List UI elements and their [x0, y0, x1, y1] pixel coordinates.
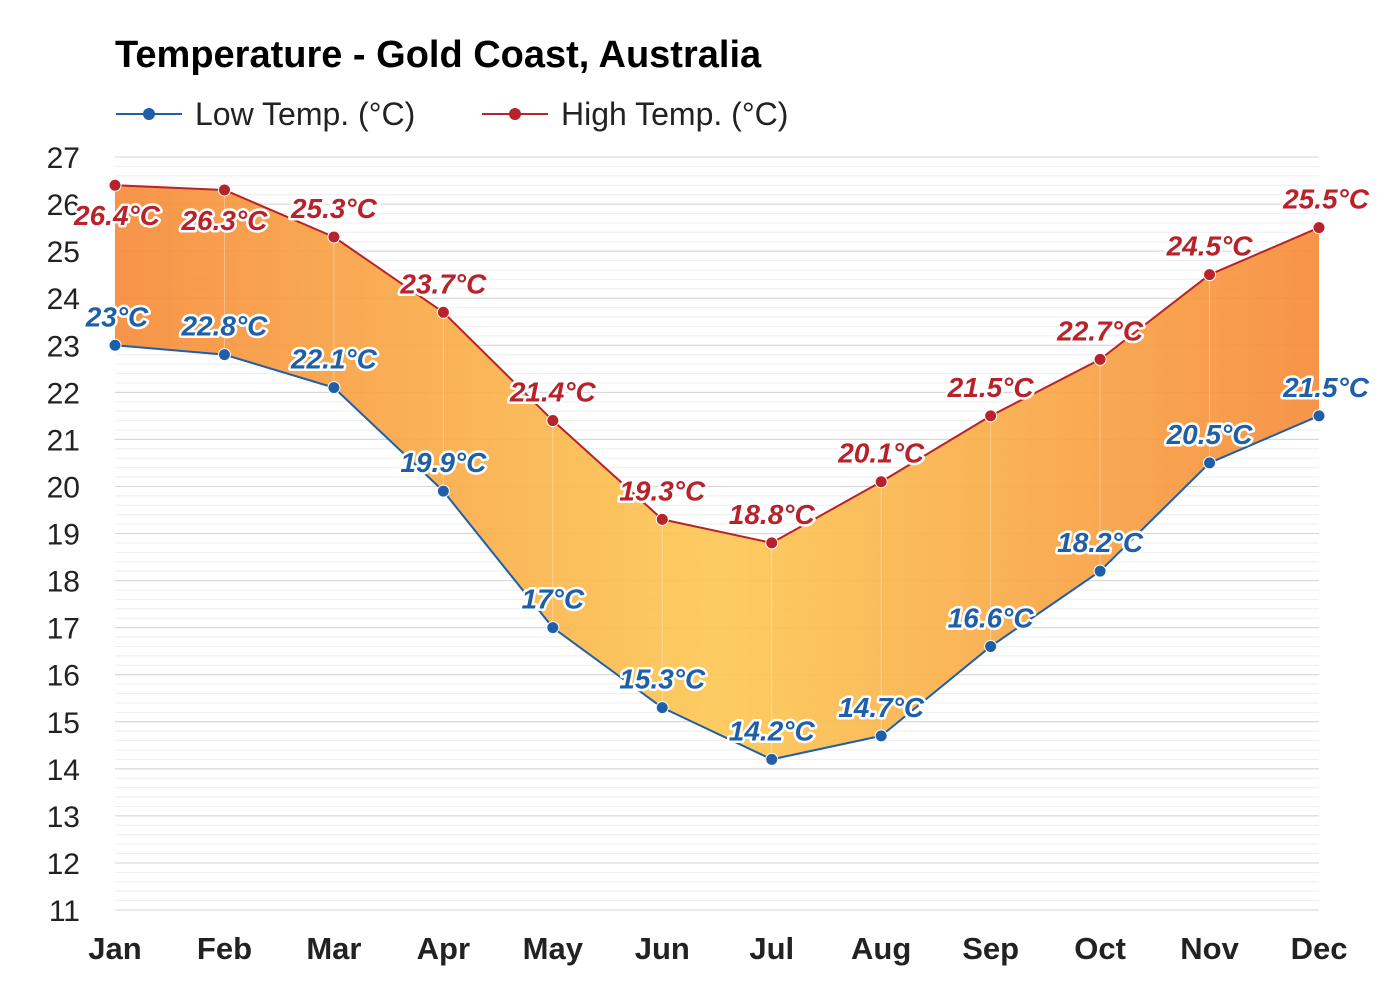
x-axis: Jan Feb Mar Apr May Jun Jul Aug Sep Oct Nov Dec — [88, 931, 1347, 966]
data-label-high: 26.4°C — [73, 200, 161, 231]
data-label-high: 21.4°C — [509, 377, 597, 408]
y-tick-label: 24 — [47, 283, 80, 316]
data-label-low: 23°C — [85, 301, 149, 332]
data-point-low[interactable] — [655, 701, 669, 715]
data-point-high[interactable] — [546, 414, 560, 428]
y-tick-label: 20 — [47, 471, 80, 504]
data-point-high[interactable] — [1093, 352, 1107, 366]
data-point-high[interactable] — [327, 230, 341, 244]
legend: Low Temp. (°C) High Temp. (°C) — [116, 96, 788, 132]
x-tick-label: Nov — [1180, 931, 1239, 966]
x-tick-label: May — [523, 931, 584, 966]
y-tick-label: 14 — [47, 754, 80, 787]
data-point-low[interactable] — [984, 639, 998, 653]
y-tick-label: 17 — [47, 613, 80, 646]
temperature-band — [115, 185, 1319, 760]
legend-item-high[interactable]: High Temp. (°C) — [482, 96, 788, 132]
data-point-low[interactable] — [765, 752, 779, 766]
data-point-high[interactable] — [108, 178, 122, 192]
data-point-high[interactable] — [1203, 268, 1217, 282]
x-tick-label: Apr — [417, 931, 470, 966]
data-point-low[interactable] — [874, 729, 888, 743]
data-label-high: 20.1°C — [837, 438, 925, 469]
y-tick-label: 22 — [47, 377, 80, 410]
y-tick-label: 27 — [47, 142, 80, 175]
data-point-high[interactable] — [765, 536, 779, 550]
x-tick-label: Jul — [749, 931, 794, 966]
data-label-low: 20.5°C — [1166, 419, 1254, 450]
data-labels: 23°C 22.8°C 22.1°C 19.9°C 17°C 15.3°C 14.2°C 14… — [71, 181, 1373, 749]
data-point-high[interactable] — [217, 183, 231, 197]
y-tick-label: 23 — [47, 330, 80, 363]
data-label-high: 24.5°C — [1166, 231, 1254, 262]
x-tick-label: Sep — [962, 931, 1019, 966]
y-tick-label: 21 — [47, 424, 80, 457]
series-line-high — [114, 184, 1320, 544]
data-label-low: 21.5°C — [1282, 372, 1370, 403]
series-lines — [114, 184, 1320, 761]
temperature-band-area — [115, 185, 1319, 760]
y-tick-label: 13 — [47, 801, 80, 834]
data-label-low: 22.8°C — [180, 311, 268, 342]
data-point-low[interactable] — [546, 621, 560, 635]
y-tick-label: 25 — [47, 236, 80, 269]
y-tick-label: 15 — [47, 707, 80, 740]
y-tick-label: 26 — [47, 189, 80, 222]
data-label-low: 15.3°C — [619, 664, 706, 695]
y-tick-label: 16 — [47, 660, 80, 693]
data-label-low: 22.1°C — [290, 344, 378, 375]
data-label-high: 25.3°C — [290, 193, 378, 224]
data-point-high[interactable] — [984, 409, 998, 423]
data-label-high: 18.8°C — [729, 499, 816, 530]
data-point-high[interactable] — [874, 475, 888, 489]
data-point-low[interactable] — [1312, 409, 1326, 423]
data-label-low: 18.2°C — [1057, 527, 1144, 558]
data-label-low: 14.7°C — [838, 692, 925, 723]
y-tick-label: 11 — [49, 895, 80, 928]
y-tick-label: 19 — [47, 519, 80, 552]
x-tick-label: Jan — [88, 931, 141, 966]
x-tick-label: Aug — [851, 931, 911, 966]
data-label-high: 21.5°C — [947, 372, 1035, 403]
data-label-low: 16.6°C — [948, 602, 1035, 633]
legend-label-low: Low Temp. (°C) — [195, 96, 415, 132]
data-point-high[interactable] — [436, 305, 450, 319]
data-label-low: 14.2°C — [729, 715, 816, 746]
data-label-high: 25.5°C — [1282, 184, 1370, 215]
data-label-high: 26.3°C — [180, 205, 268, 236]
x-tick-label: Mar — [306, 931, 361, 966]
data-label-high: 19.3°C — [619, 475, 706, 506]
series-points — [108, 178, 1326, 766]
series-line-low — [114, 344, 1320, 761]
chart-title: Temperature - Gold Coast, Australia — [115, 34, 762, 76]
legend-label-high: High Temp. (°C) — [561, 96, 788, 132]
data-point-low[interactable] — [1093, 564, 1107, 578]
x-tick-label: Jun — [635, 931, 690, 966]
data-label-low: 17°C — [522, 584, 585, 615]
legend-item-low[interactable]: Low Temp. (°C) — [116, 96, 415, 132]
legend-marker-low — [143, 108, 155, 120]
x-tick-label: Feb — [197, 931, 252, 966]
data-point-low[interactable] — [1203, 456, 1217, 470]
data-label-high: 23.7°C — [399, 268, 487, 299]
data-point-low[interactable] — [327, 381, 341, 395]
x-tick-label: Oct — [1074, 931, 1126, 966]
data-point-low[interactable] — [108, 338, 122, 352]
y-tick-label: 18 — [47, 566, 80, 599]
data-label-low: 19.9°C — [400, 447, 487, 478]
legend-marker-high — [509, 108, 521, 120]
data-point-high[interactable] — [1312, 221, 1326, 235]
data-label-high: 22.7°C — [1056, 315, 1144, 346]
month-dividers — [223, 189, 1211, 760]
data-point-low[interactable] — [217, 348, 231, 362]
y-axis: 11 12 13 14 15 16 17 18 19 20 21 22 23 24 25 26 27 — [47, 142, 80, 928]
y-tick-label: 12 — [47, 848, 80, 881]
data-point-high[interactable] — [655, 512, 669, 526]
x-tick-label: Dec — [1291, 931, 1348, 966]
data-point-low[interactable] — [436, 484, 450, 498]
